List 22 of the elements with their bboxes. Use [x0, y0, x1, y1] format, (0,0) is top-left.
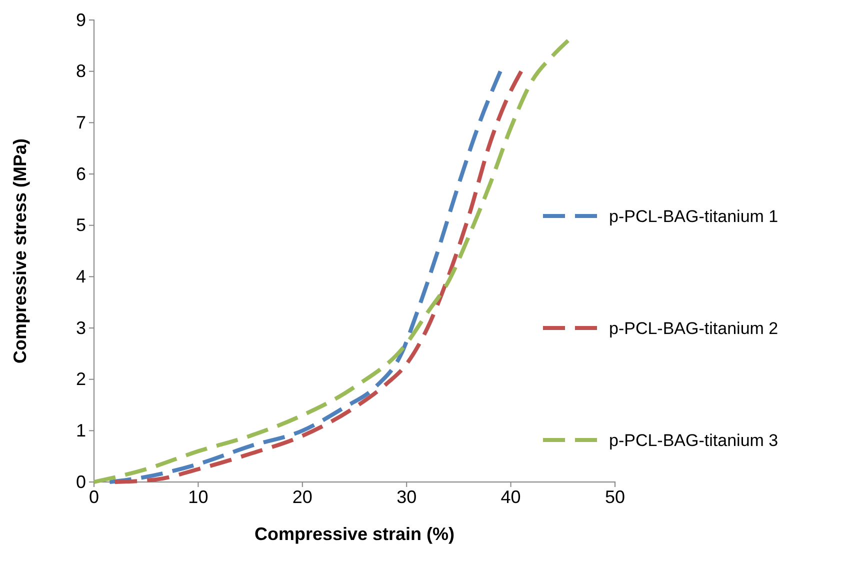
y-tick-label: 2: [76, 369, 86, 390]
y-tick-label: 5: [76, 215, 86, 236]
legend-label: p-PCL-BAG-titanium 3: [609, 431, 778, 450]
y-tick-label: 0: [76, 472, 86, 492]
x-tick-label: 50: [604, 486, 626, 507]
y-tick-label: 9: [76, 10, 86, 30]
x-tick-label: 20: [292, 486, 312, 507]
y-tick-label: 8: [76, 61, 86, 82]
x-tick-label: 30: [396, 486, 417, 507]
x-tick-label: 40: [500, 486, 521, 507]
legend-label: p-PCL-BAG-titanium 2: [609, 319, 778, 338]
legend-label: p-PCL-BAG-titanium 1: [609, 207, 778, 226]
y-tick-label: 7: [76, 112, 86, 132]
x-axis-title: Compressive strain (%): [254, 524, 455, 544]
y-axis-title: Compressive stress (MPa): [10, 138, 30, 364]
x-tick-label: 10: [188, 486, 208, 507]
y-tick-label: 4: [76, 266, 86, 286]
x-tick-label: 0: [88, 486, 100, 507]
y-tick-label: 3: [76, 318, 86, 338]
y-tick-label: 6: [76, 164, 86, 184]
y-tick-label: 1: [76, 420, 86, 440]
line-series: [92, 38, 570, 484]
